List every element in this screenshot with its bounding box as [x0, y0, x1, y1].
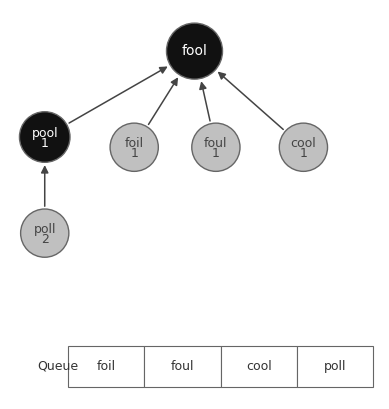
Text: poll: poll — [324, 360, 347, 373]
Bar — [68, 346, 144, 387]
Text: 1: 1 — [130, 147, 138, 160]
Text: foil: foil — [124, 137, 144, 150]
Text: 2: 2 — [41, 233, 49, 246]
Ellipse shape — [192, 123, 240, 171]
Text: cool: cool — [246, 360, 272, 373]
Text: Queue: Queue — [37, 360, 78, 373]
Text: foul: foul — [204, 137, 228, 150]
Text: 1: 1 — [300, 147, 307, 160]
Bar — [144, 346, 221, 387]
Ellipse shape — [110, 123, 158, 171]
Ellipse shape — [21, 209, 69, 257]
Ellipse shape — [166, 23, 223, 79]
Text: poll: poll — [33, 223, 56, 236]
Text: fool: fool — [182, 44, 207, 58]
Bar — [221, 346, 297, 387]
Text: 1: 1 — [212, 147, 220, 160]
Text: foil: foil — [97, 360, 116, 373]
Ellipse shape — [279, 123, 328, 171]
Text: foul: foul — [171, 360, 194, 373]
Bar — [297, 346, 373, 387]
Text: pool: pool — [32, 127, 58, 140]
Text: 1: 1 — [41, 137, 49, 150]
Text: cool: cool — [291, 137, 316, 150]
Ellipse shape — [19, 112, 70, 162]
